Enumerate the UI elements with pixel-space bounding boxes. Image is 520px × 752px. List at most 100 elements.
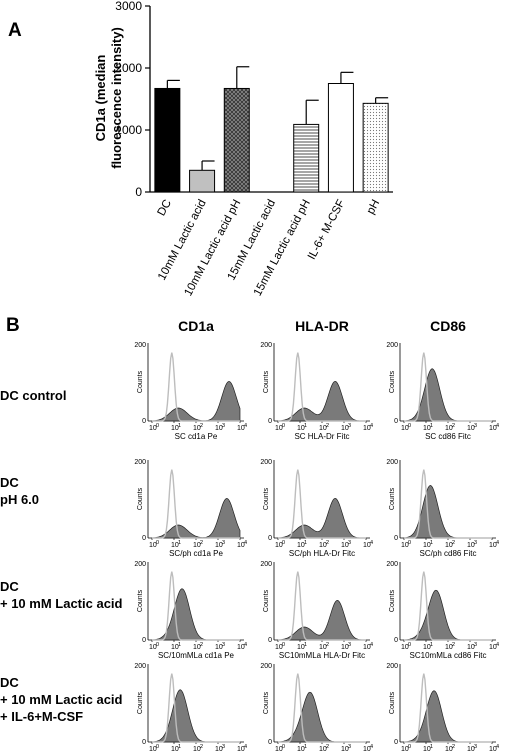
hist-x-tick-label: 10 bbox=[237, 542, 245, 549]
hist-x-tick-label: 10 bbox=[237, 425, 245, 432]
hist-x-tick-exponent: 2 bbox=[326, 744, 329, 750]
panel-b-letter: B bbox=[6, 315, 20, 336]
hist-x-tick-exponent: 1 bbox=[430, 540, 433, 546]
row-label-line: DC control bbox=[0, 388, 66, 403]
hist-x-tick-label: 10 bbox=[215, 644, 223, 651]
hist-x-tick-label: 10 bbox=[489, 644, 497, 651]
hist-x-label: SC/10mMLa cd1a Pe bbox=[158, 651, 235, 660]
hist-x-tick-exponent: 3 bbox=[348, 540, 351, 546]
hist-x-tick-exponent: 4 bbox=[370, 540, 373, 546]
hist-x-tick-label: 10 bbox=[341, 542, 349, 549]
hist-x-tick-exponent: 0 bbox=[408, 744, 411, 750]
hist-x-label: SC10mMLa HLA-Dr Fitc bbox=[279, 651, 365, 660]
hist-x-tick-label: 10 bbox=[149, 425, 157, 432]
hist-x-label: SC/ph HLA-Dr Fitc bbox=[289, 549, 355, 558]
hist-x-label: SC cd1a Pe bbox=[175, 432, 218, 441]
isotype-histogram bbox=[404, 469, 492, 539]
hist-x-tick-exponent: 2 bbox=[326, 540, 329, 546]
hist-x-tick-exponent: 1 bbox=[304, 540, 307, 546]
hist-x-tick-exponent: 2 bbox=[326, 423, 329, 429]
hist-x-tick-exponent: 0 bbox=[156, 744, 159, 750]
bar-3 bbox=[223, 87, 250, 193]
stained-histogram bbox=[403, 485, 492, 539]
hist-y-label: Counts bbox=[389, 370, 396, 393]
hist-x-tick-exponent: 0 bbox=[156, 423, 159, 429]
hist-x-tick-exponent: 1 bbox=[430, 744, 433, 750]
hist-x-tick-label: 10 bbox=[445, 542, 453, 549]
hist-x-tick-exponent: 4 bbox=[496, 642, 499, 648]
bar-5 bbox=[293, 123, 320, 193]
hist-x-tick-label: 10 bbox=[489, 746, 497, 752]
isotype-histogram bbox=[152, 571, 240, 641]
hist-x-tick-label: 10 bbox=[319, 425, 327, 432]
row-label-line: DC bbox=[0, 675, 19, 690]
hist-y-label: Counts bbox=[263, 691, 270, 714]
panel-a-letter: A bbox=[8, 20, 22, 41]
hist-x-tick-label: 10 bbox=[171, 542, 179, 549]
hist-x-tick-label: 10 bbox=[423, 542, 431, 549]
hist-y-label: Counts bbox=[137, 589, 144, 612]
hist-x-tick-label: 10 bbox=[297, 542, 305, 549]
hist-x-tick-exponent: 2 bbox=[452, 423, 455, 429]
hist-x-tick-exponent: 3 bbox=[474, 423, 477, 429]
hist-x-tick-exponent: 1 bbox=[178, 423, 181, 429]
hist-x-tick-exponent: 0 bbox=[408, 423, 411, 429]
stained-histogram bbox=[151, 689, 240, 743]
hist-x-tick-label: 10 bbox=[215, 542, 223, 549]
hist-x-tick-label: 10 bbox=[363, 644, 371, 651]
hist-y-tick: 200 bbox=[386, 342, 398, 349]
hist-x-tick-label: 10 bbox=[149, 746, 157, 752]
isotype-histogram bbox=[404, 673, 492, 743]
panel-a-y-ticks: 0 1000 2000 3000 bbox=[115, 0, 150, 199]
hist-x-tick-label: 10 bbox=[319, 542, 327, 549]
hist-x-tick-label: 10 bbox=[149, 542, 157, 549]
hist-x-tick-label: 10 bbox=[193, 542, 201, 549]
hist-y-tick: 200 bbox=[260, 459, 272, 466]
hist-x-tick-exponent: 3 bbox=[348, 423, 351, 429]
panel-b-histograms: B CD1a HLA-DR CD86 DC control DC pH 6.0 DC + 1… bbox=[0, 315, 499, 752]
hist-x-tick-exponent: 3 bbox=[222, 423, 225, 429]
hist-y-label: Counts bbox=[389, 589, 396, 612]
isotype-histogram bbox=[152, 469, 240, 539]
hist-x-tick-exponent: 0 bbox=[282, 744, 285, 750]
hist-y-label: Counts bbox=[263, 487, 270, 510]
hist-x-tick-label: 10 bbox=[363, 746, 371, 752]
row-label-line: DC bbox=[0, 579, 19, 594]
hist-x-tick-exponent: 0 bbox=[282, 423, 285, 429]
hist-x-tick-exponent: 1 bbox=[430, 642, 433, 648]
hist-y-tick: 0 bbox=[268, 637, 272, 644]
hist-x-tick-label: 10 bbox=[237, 644, 245, 651]
hist-x-tick-exponent: 2 bbox=[326, 642, 329, 648]
bar-6 bbox=[327, 83, 354, 193]
hist-x-tick-label: 10 bbox=[215, 425, 223, 432]
isotype-histogram bbox=[404, 352, 492, 422]
isotype-histogram bbox=[152, 673, 240, 743]
bar-7 bbox=[362, 102, 389, 193]
hist-x-tick-label: 10 bbox=[363, 425, 371, 432]
hist-x-tick-exponent: 2 bbox=[200, 744, 203, 750]
hist-x-tick-label: 10 bbox=[275, 542, 283, 549]
hist-y-label: Counts bbox=[263, 589, 270, 612]
row-label-line: pH 6.0 bbox=[0, 492, 39, 507]
column-header: HLA-DR bbox=[295, 318, 349, 334]
y-axis-label-line: CD1a (median bbox=[93, 55, 108, 142]
y-tick-label: 3000 bbox=[115, 0, 142, 13]
histogram-4-3: 2000Counts100101102103104SC/il6/mcsf/10m… bbox=[386, 663, 499, 752]
hist-x-tick-exponent: 3 bbox=[222, 744, 225, 750]
hist-x-tick-exponent: 3 bbox=[474, 744, 477, 750]
histogram-4-1: 2000Counts100101102103104SC/il6/mcsf/10m… bbox=[134, 663, 247, 752]
hist-x-tick-label: 10 bbox=[319, 644, 327, 651]
hist-y-tick: 0 bbox=[268, 739, 272, 746]
isotype-histogram bbox=[278, 469, 366, 539]
hist-x-tick-exponent: 4 bbox=[370, 642, 373, 648]
hist-x-tick-label: 10 bbox=[193, 425, 201, 432]
hist-x-tick-exponent: 0 bbox=[156, 540, 159, 546]
hist-x-tick-label: 10 bbox=[297, 425, 305, 432]
hist-x-tick-label: 10 bbox=[275, 425, 283, 432]
isotype-histogram bbox=[278, 571, 366, 641]
